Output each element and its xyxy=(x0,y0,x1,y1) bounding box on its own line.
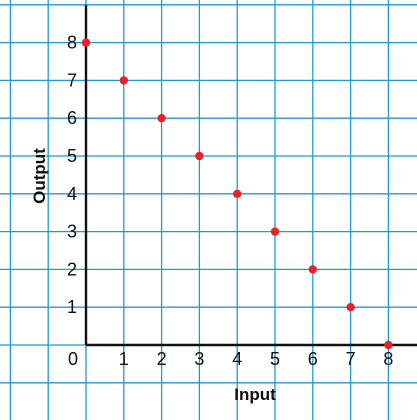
data-point xyxy=(119,76,128,85)
x-tick-label: 6 xyxy=(308,349,318,369)
x-tick-label: 2 xyxy=(157,349,167,369)
x-tick-label: 8 xyxy=(383,349,393,369)
data-point xyxy=(81,38,91,47)
y-tick-label: 1 xyxy=(67,297,77,317)
y-tick-label: 6 xyxy=(67,108,77,128)
x-tick-label: 3 xyxy=(194,349,204,369)
y-tick-label: 3 xyxy=(67,222,77,242)
origin-label: 0 xyxy=(68,349,78,369)
x-tick-label: 5 xyxy=(270,349,280,369)
data-point xyxy=(195,151,204,161)
x-tick-label: 1 xyxy=(119,349,129,369)
tick-labels: 1 2 3 4 5 6 7 8 1 2 3 4 5 6 7 8 xyxy=(67,33,393,369)
y-tick-label: 8 xyxy=(67,33,77,53)
data-point xyxy=(233,189,242,198)
y-tick-label: 2 xyxy=(67,259,77,279)
data-point xyxy=(270,227,280,236)
y-tick-label: 5 xyxy=(67,146,77,166)
data-point xyxy=(157,114,166,123)
axes xyxy=(84,5,417,347)
y-tick-label: 7 xyxy=(67,70,77,90)
x-tick-label: 7 xyxy=(346,349,356,369)
data-point xyxy=(308,265,317,274)
y-tick-label: 4 xyxy=(67,184,77,204)
x-tick-label: 4 xyxy=(232,349,242,369)
y-axis-title: Output xyxy=(30,148,49,204)
data-point xyxy=(346,303,355,312)
data-points xyxy=(81,38,393,350)
data-point xyxy=(384,340,393,350)
x-axis-title: Input xyxy=(234,385,276,404)
